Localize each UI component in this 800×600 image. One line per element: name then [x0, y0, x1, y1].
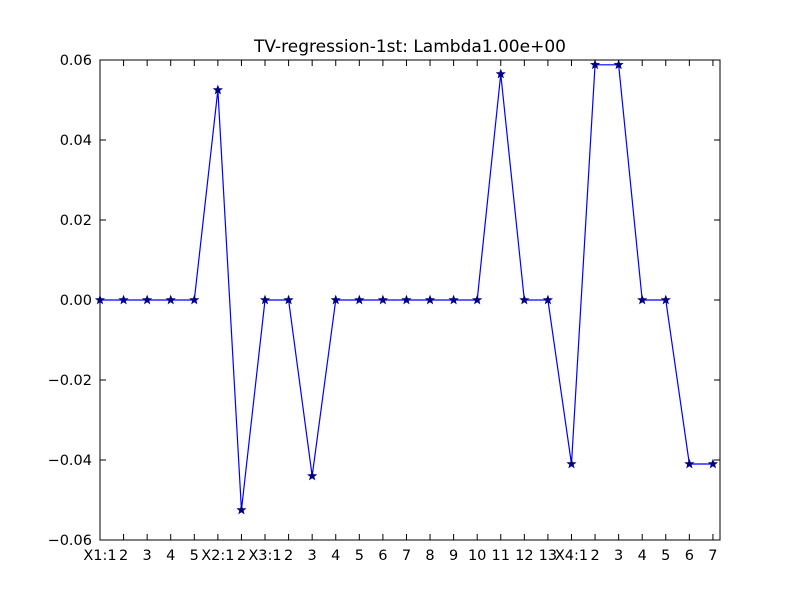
data-point-marker — [495, 68, 506, 79]
x-tick-label: X1:1 — [83, 548, 116, 564]
y-tick-label: 0.04 — [60, 133, 92, 149]
x-tick-label: X2:1 — [201, 548, 234, 564]
data-point-marker — [142, 294, 153, 305]
data-point-marker — [401, 294, 412, 305]
x-tick-label: 6 — [378, 548, 387, 564]
data-point-marker — [283, 294, 294, 305]
y-tick-label: 0.06 — [60, 53, 92, 69]
x-tick-label: 9 — [449, 548, 458, 564]
data-point-marker — [118, 294, 129, 305]
data-point-marker — [637, 294, 648, 305]
data-point-marker — [448, 294, 459, 305]
data-point-marker — [189, 294, 200, 305]
x-tick-label: 7 — [708, 548, 717, 564]
x-tick-label: 2 — [590, 548, 599, 564]
data-point-marker — [259, 294, 271, 305]
y-tick-label: 0.02 — [60, 213, 92, 229]
x-tick-label: 8 — [425, 548, 434, 564]
x-tick-label: 4 — [638, 548, 647, 564]
data-point-marker — [236, 504, 247, 515]
data-point-marker — [330, 294, 341, 305]
data-point-marker — [519, 294, 530, 305]
x-tick-label: 13 — [539, 548, 557, 564]
data-point-marker — [589, 59, 601, 70]
data-point-marker — [707, 458, 719, 469]
x-tick-label: 3 — [308, 548, 317, 564]
y-tick-label: −0.02 — [48, 373, 92, 389]
data-point-marker — [307, 470, 318, 481]
data-point-marker — [660, 294, 671, 305]
x-tick-label: 5 — [190, 548, 199, 564]
x-tick-label: 3 — [143, 548, 152, 564]
x-tick-label: 3 — [614, 548, 623, 564]
data-point-marker — [94, 294, 106, 305]
x-tick-label: 7 — [402, 548, 411, 564]
data-point-marker — [377, 294, 388, 305]
data-point-marker — [542, 294, 553, 305]
x-tick-label: 10 — [468, 548, 486, 564]
x-tick-label: X3:1 — [248, 548, 281, 564]
chart-title: TV-regression-1st: Lambda1.00e+00 — [253, 37, 566, 57]
x-tick-label: 2 — [119, 548, 128, 564]
data-point-marker — [165, 294, 176, 305]
data-point-marker — [566, 458, 577, 469]
x-tick-label: 4 — [166, 548, 175, 564]
y-tick-label: 0.00 — [60, 293, 92, 309]
data-point-marker — [354, 294, 365, 305]
x-tick-label: 2 — [284, 548, 293, 564]
y-tick-label: −0.04 — [48, 453, 92, 469]
x-tick-label: 5 — [355, 548, 364, 564]
data-point-marker — [424, 294, 436, 305]
x-tick-label: X4:1 — [555, 548, 588, 564]
data-point-marker — [613, 59, 624, 70]
data-point-marker — [684, 458, 695, 469]
data-point-marker — [212, 84, 223, 95]
x-tick-label: 5 — [661, 548, 670, 564]
x-tick-label: 4 — [331, 548, 340, 564]
x-tick-label: 6 — [685, 548, 694, 564]
x-tick-label: 11 — [492, 548, 510, 564]
x-tick-label: 2 — [237, 548, 246, 564]
x-tick-label: 12 — [515, 548, 533, 564]
data-point-marker — [472, 294, 483, 305]
y-tick-label: −0.06 — [48, 533, 92, 549]
